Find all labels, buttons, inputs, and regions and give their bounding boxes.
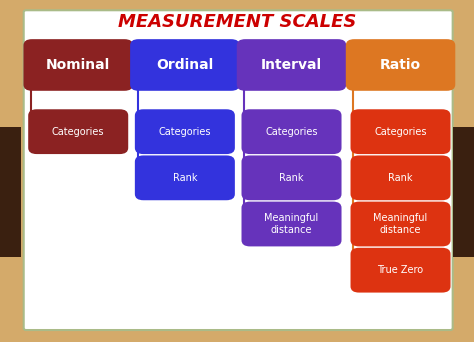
FancyBboxPatch shape bbox=[237, 39, 346, 91]
FancyBboxPatch shape bbox=[350, 109, 450, 154]
FancyBboxPatch shape bbox=[135, 155, 235, 200]
Text: Categories: Categories bbox=[52, 127, 104, 137]
FancyBboxPatch shape bbox=[28, 109, 128, 154]
FancyBboxPatch shape bbox=[0, 127, 21, 256]
FancyBboxPatch shape bbox=[241, 202, 341, 247]
Text: MEASUREMENT SCALES: MEASUREMENT SCALES bbox=[118, 13, 356, 31]
Text: Rank: Rank bbox=[388, 173, 413, 183]
FancyBboxPatch shape bbox=[241, 109, 341, 154]
Text: Ratio: Ratio bbox=[380, 58, 421, 72]
FancyBboxPatch shape bbox=[24, 10, 453, 330]
FancyBboxPatch shape bbox=[130, 39, 239, 91]
Text: Rank: Rank bbox=[173, 173, 197, 183]
Text: Categories: Categories bbox=[159, 127, 211, 137]
FancyBboxPatch shape bbox=[135, 109, 235, 154]
Text: Nominal: Nominal bbox=[46, 58, 110, 72]
FancyBboxPatch shape bbox=[241, 155, 341, 200]
FancyBboxPatch shape bbox=[350, 202, 450, 247]
FancyBboxPatch shape bbox=[23, 39, 133, 91]
Text: Meaningful
distance: Meaningful distance bbox=[374, 213, 428, 235]
Text: Meaningful
distance: Meaningful distance bbox=[264, 213, 319, 235]
FancyBboxPatch shape bbox=[350, 155, 450, 200]
Text: Categories: Categories bbox=[265, 127, 318, 137]
Text: True Zero: True Zero bbox=[377, 265, 424, 275]
FancyBboxPatch shape bbox=[453, 127, 474, 256]
Text: Interval: Interval bbox=[261, 58, 322, 72]
Text: Categories: Categories bbox=[374, 127, 427, 137]
Text: Ordinal: Ordinal bbox=[156, 58, 213, 72]
FancyBboxPatch shape bbox=[350, 248, 450, 293]
Text: Rank: Rank bbox=[279, 173, 304, 183]
FancyBboxPatch shape bbox=[346, 39, 455, 91]
